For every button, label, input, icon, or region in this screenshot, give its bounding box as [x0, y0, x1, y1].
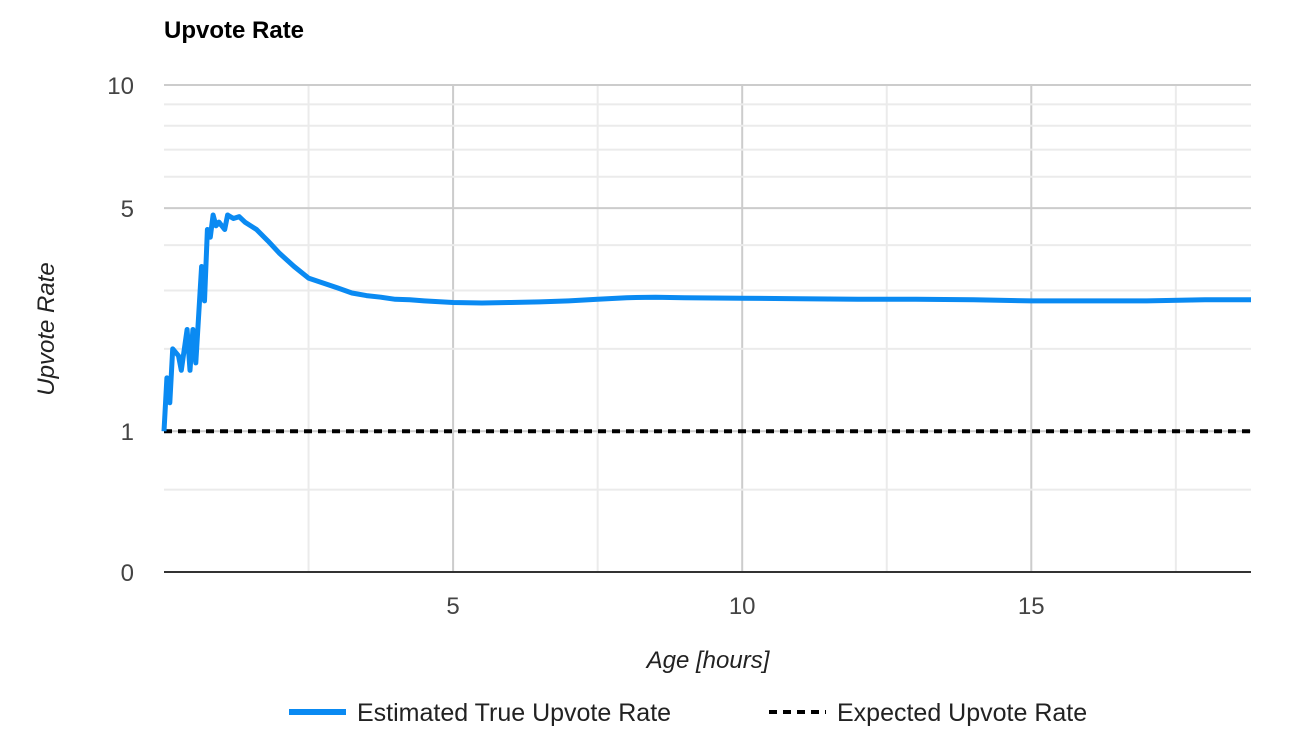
legend: Estimated True Upvote Rate Expected Upvo…: [289, 699, 1087, 727]
y-tick-label: 10: [107, 73, 134, 100]
legend-label-expected: Expected Upvote Rate: [837, 699, 1087, 727]
series-line-estimated-true-upvote-rate: [161, 212, 1251, 432]
grid: [164, 84, 1251, 572]
legend-label-estimated: Estimated True Upvote Rate: [357, 699, 671, 727]
x-tick-label: 5: [446, 593, 459, 620]
y-tick-label: 5: [121, 196, 134, 223]
y-tick-label: 1: [121, 419, 134, 446]
x-axis-label: Age [hours]: [645, 647, 771, 674]
chart-title: Upvote Rate: [164, 17, 304, 44]
x-tick-label: 15: [1018, 593, 1045, 620]
series-layer: [161, 212, 1251, 434]
y-tick-label: 0: [121, 560, 134, 587]
y-axis-label: Upvote Rate: [33, 262, 60, 395]
x-tick-label: 10: [729, 593, 756, 620]
